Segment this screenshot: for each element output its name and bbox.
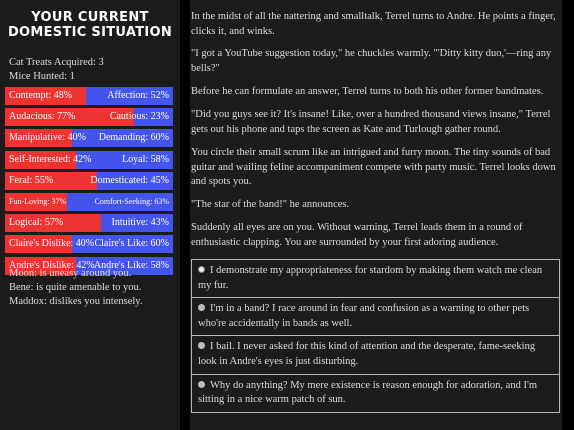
radio-selected-icon[interactable]: [198, 266, 205, 273]
stat-bar: Self-Interested: 42% Loyal: 58%: [5, 150, 173, 169]
stat-bar-fill: [5, 171, 98, 190]
story-panel: In the midst of all the nattering and sm…: [190, 0, 562, 430]
stat-bar-fill: [5, 235, 73, 254]
choice-option-4[interactable]: Why do anything? My mere existence is re…: [191, 373, 560, 413]
choice-text: I'm in a band? I race around in fear and…: [198, 303, 530, 329]
story-paragraph: "I got a YouTube suggestion today," he c…: [191, 48, 552, 74]
radio-icon[interactable]: [198, 304, 205, 312]
relationship-list: Moon: is uneasy around you. Bene: is qui…: [9, 267, 142, 309]
stat-bar-fill: [5, 256, 76, 275]
mice-hunted-counter: Mice Hunted: 1: [9, 71, 75, 82]
stat-bar: Claire's Dislike: 40% Claire's Like: 60%: [5, 235, 173, 254]
story-paragraph: In the midst of all the nattering and sm…: [191, 11, 556, 37]
stat-bar-fill: [5, 108, 135, 127]
choice-text: I demonstrate my appropriateness for sta…: [198, 265, 543, 291]
stat-left-label: Manipulative: 40%: [9, 132, 86, 144]
stat-bar-fill: [5, 214, 101, 233]
stat-right-label: Demanding: 60%: [98, 132, 169, 144]
stat-left-label: Logical: 57%: [9, 217, 64, 229]
stat-bar-fill: [5, 150, 76, 169]
story-paragraph: "Did you guys see it? It's insane! Like,…: [191, 109, 551, 135]
stat-bar: Feral: 55% Domesticated: 45%: [5, 171, 173, 190]
stat-bar-fill: [5, 129, 73, 148]
relation-moon: Moon: is uneasy around you.: [9, 268, 132, 279]
stat-left-label: Claire's Dislike: 40%: [9, 238, 95, 250]
choice-option-3[interactable]: I bail. I never asked for this kind of a…: [191, 335, 560, 375]
stat-right-label: Affection: 52%: [107, 90, 169, 101]
cat-treats-counter: Cat Treats Acquired: 3: [9, 57, 104, 68]
stat-bar: Logical: 57% Intuitive: 43%: [5, 214, 173, 233]
relation-maddox: Maddox: dislikes you intensely.: [9, 296, 143, 307]
stat-left-label: Feral: 55%: [9, 174, 54, 186]
stat-left-label: Contempt: 48%: [9, 90, 73, 101]
stat-left-label: Fun-Loving: 37%: [9, 196, 67, 206]
stat-left-label: Andre's Dislike: 42%: [9, 259, 95, 271]
stats-sidebar: Your Current Domestic Situation Cat Trea…: [0, 0, 180, 430]
choice-list: I demonstrate my appropriateness for sta…: [191, 259, 560, 413]
choice-option-2[interactable]: I'm in a band? I race around in fear and…: [191, 297, 560, 337]
choice-option-1[interactable]: I demonstrate my appropriateness for sta…: [191, 259, 560, 299]
stat-right-label: Claire's Like: 60%: [94, 238, 169, 250]
stat-left-label: Self-Interested: 42%: [9, 153, 92, 165]
stat-bar: Andre's Dislike: 42% Andre's Like: 58%: [5, 256, 173, 275]
stat-right-label: Loyal: 58%: [122, 153, 169, 165]
stat-bar: Audacious: 77% Cautious: 23%: [5, 108, 173, 127]
relation-bene: Bene: is quite amenable to you.: [9, 282, 142, 293]
stat-bar: Manipulative: 40% Demanding: 60%: [5, 129, 173, 148]
story-paragraph: "The star of the band!" he announces.: [191, 199, 350, 210]
story-paragraph: Suddenly all eyes are on you. Without wa…: [191, 222, 523, 248]
stat-bar: Contempt: 48% Affection: 52%: [5, 87, 173, 105]
stat-right-label: Intuitive: 43%: [111, 217, 170, 229]
stat-bar: Fun-Loving: 37% Comfort-Seeking: 63%: [5, 192, 173, 211]
choice-text: Why do anything? My mere existence is re…: [198, 379, 538, 406]
choice-text: I bail. I never asked for this kind of a…: [198, 341, 536, 367]
story-paragraph: Before he can formulate an answer, Terre…: [191, 86, 544, 97]
stat-right-label: Andre's Like: 58%: [93, 259, 169, 271]
radio-icon[interactable]: [198, 342, 205, 350]
stat-bar-fill: [5, 192, 68, 211]
story-paragraph: You circle their small scrum like an int…: [191, 147, 556, 188]
stat-right-label: Comfort-Seeking: 63%: [94, 196, 169, 206]
stat-right-label: Domesticated: 45%: [90, 174, 169, 186]
stat-right-label: Cautious: 23%: [109, 111, 169, 123]
stat-left-label: Audacious: 77%: [9, 111, 76, 123]
radio-icon[interactable]: [198, 380, 205, 388]
stat-bars: Contempt: 48% Affection: 52% Audacious: 77…: [5, 87, 173, 278]
stat-bar-fill: [5, 87, 86, 105]
sidebar-title: Your Current Domestic Situation: [7, 10, 173, 40]
